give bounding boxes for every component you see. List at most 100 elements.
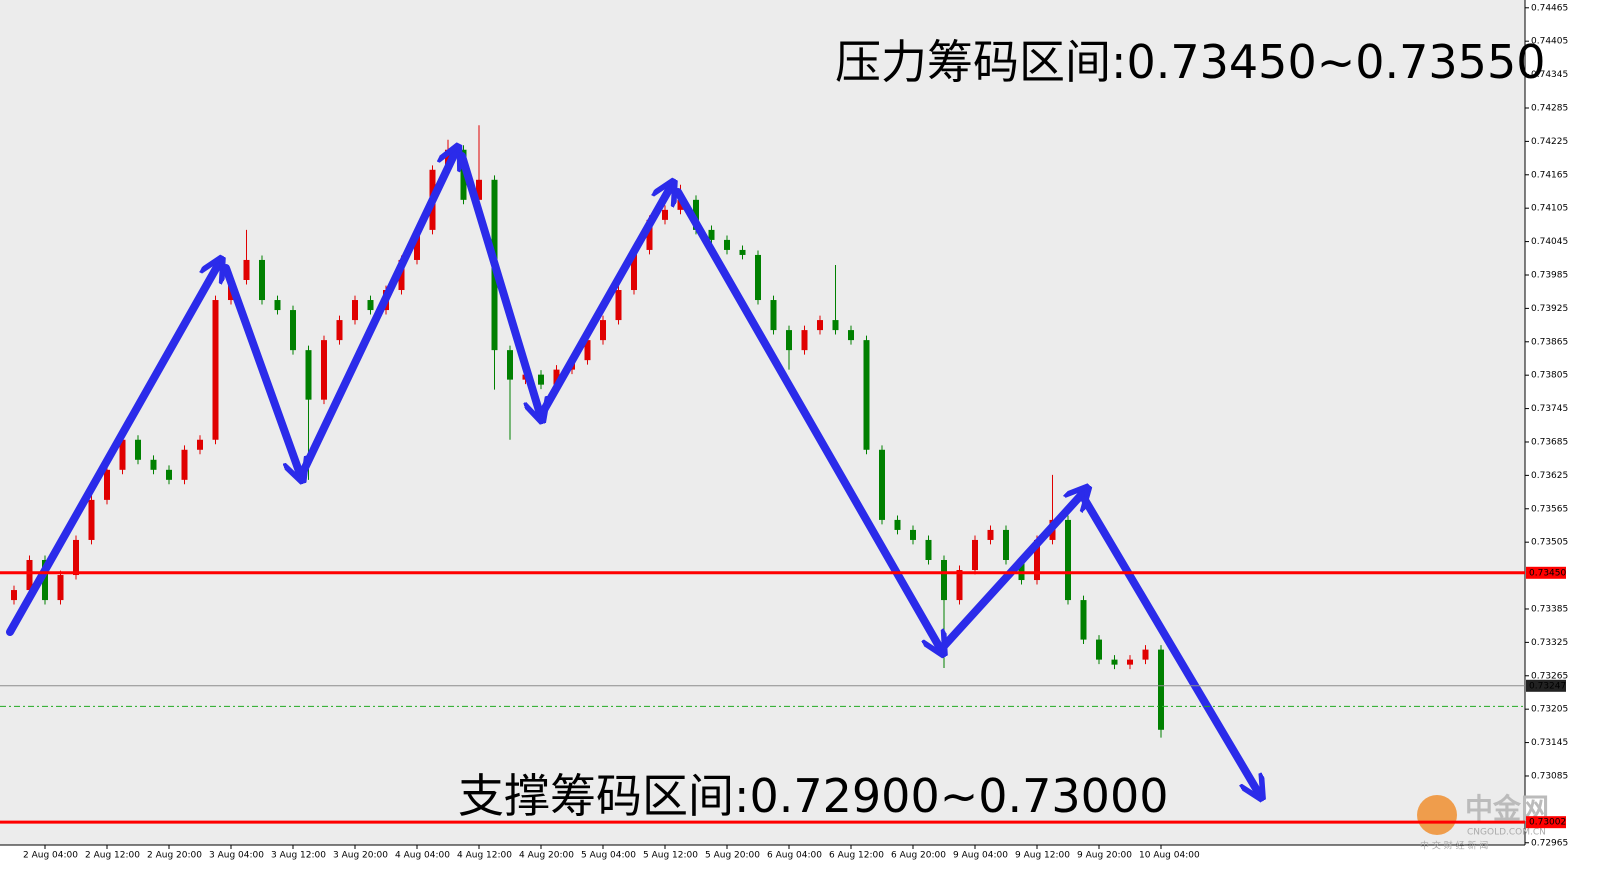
candle-body [801,330,808,351]
watermark-logo [1417,795,1457,835]
candle-body [832,320,839,331]
candle-body [57,575,64,601]
candle-body [305,350,312,400]
y-tick-label: 0.74225 [1531,137,1568,147]
y-tick-label: 0.73085 [1531,771,1568,781]
candle-body [925,539,932,560]
candle-body [538,374,544,385]
candle-body [708,229,715,240]
y-tick-label: 0.73865 [1531,337,1568,347]
arrow [299,153,455,476]
x-tick-label: 5 Aug 20:00 [705,851,760,861]
candle-body [259,259,265,301]
candle-body [739,249,746,255]
price-tag [1526,816,1566,829]
candle-body [817,320,823,331]
candle-body [1065,519,1071,601]
y-tick-label: 0.73745 [1531,404,1568,414]
candle-body [460,149,467,200]
y-tick-label: 0.73385 [1531,604,1568,614]
candle-body [88,499,95,540]
candle-body [1158,649,1164,730]
candle-body [972,539,978,571]
x-tick-label: 4 Aug 12:00 [457,851,512,861]
candle-body [73,539,79,576]
y-tick-label: 0.73625 [1531,471,1568,481]
candle-body [414,229,420,260]
candle-body [507,350,513,380]
y-tick-label: 0.74285 [1531,103,1568,113]
candle-body [662,209,668,220]
y-tick-label: 0.73925 [1531,304,1568,314]
candle-body [119,439,126,470]
candle-body [863,340,870,450]
candle-body [11,590,17,601]
x-tick-label: 2 Aug 20:00 [147,851,202,861]
x-tick-label: 5 Aug 12:00 [643,851,698,861]
candle-body [600,320,606,341]
y-tick-label: 0.74165 [1531,170,1568,180]
candle-body [336,320,343,341]
candle-body [104,469,110,500]
candle-body [42,559,48,601]
candle-body [26,559,33,591]
x-tick-label: 6 Aug 04:00 [767,851,822,861]
candle-body [352,300,358,321]
y-tick-label: 0.73205 [1531,705,1568,715]
candle-body [166,469,172,480]
candle-body [941,559,947,601]
arrow [6,265,218,636]
candle-body [135,439,141,460]
x-tick-label: 2 Aug 04:00 [23,851,78,861]
plot-area [0,0,1525,845]
candle-body [693,199,699,230]
candle-body [987,529,994,540]
candle-body [1003,529,1009,560]
x-tick-label: 9 Aug 04:00 [953,851,1008,861]
watermark-slogan: 中 文 财 经 新 闻 [1420,840,1488,852]
y-tick-label: 0.73505 [1531,538,1568,548]
arrow [1081,496,1258,792]
y-tick-label: 0.73985 [1531,270,1568,280]
resistance-annotation: 压力筹码区间:0.73450~0.73550 [835,35,1545,89]
candle-body [150,459,157,470]
arrow [940,493,1083,650]
candle-body [848,330,854,341]
candle-body [1096,639,1102,660]
candle-body [321,340,327,400]
y-tick-label: 0.74045 [1531,237,1568,247]
x-tick-label: 5 Aug 04:00 [581,851,636,861]
candle-body [212,300,219,440]
y-tick-label: 0.74345 [1531,70,1568,80]
candle-body [894,519,901,530]
candle-body [755,254,761,301]
watermark: 中金网 CNGOLD.COM.CN 中 文 财 经 新 闻 [1417,792,1549,852]
y-tick-label: 0.73265 [1531,671,1568,681]
y-tick-label: 0.72965 [1531,838,1568,848]
x-tick-label: 9 Aug 20:00 [1077,851,1132,861]
candle-body [770,300,777,331]
candle-body [956,570,963,601]
x-tick-label: 3 Aug 04:00 [209,851,264,861]
price-tag-label: 0.73450 [1529,568,1566,578]
candle-body [786,330,792,351]
y-tick-label: 0.73805 [1531,371,1568,381]
x-tick-label: 3 Aug 12:00 [271,851,326,861]
candle-body [476,179,482,200]
price-tag [1526,679,1566,692]
support-annotation: 支撑筹码区间:0.72900~0.73000 [458,769,1168,823]
candle-body [274,300,281,311]
price-tag-label: 0.73247 [1529,681,1566,691]
x-tick-label: 4 Aug 04:00 [395,851,450,861]
arrow [540,188,670,414]
candle-body [197,439,203,450]
x-tick-label: 4 Aug 20:00 [519,851,574,861]
y-tick-label: 0.74105 [1531,204,1568,214]
y-tick-label: 0.74405 [1531,37,1568,47]
y-tick-label: 0.73325 [1531,638,1568,648]
x-tick-label: 10 Aug 04:00 [1139,851,1200,861]
candle-body [646,219,653,250]
arrow [458,152,540,414]
